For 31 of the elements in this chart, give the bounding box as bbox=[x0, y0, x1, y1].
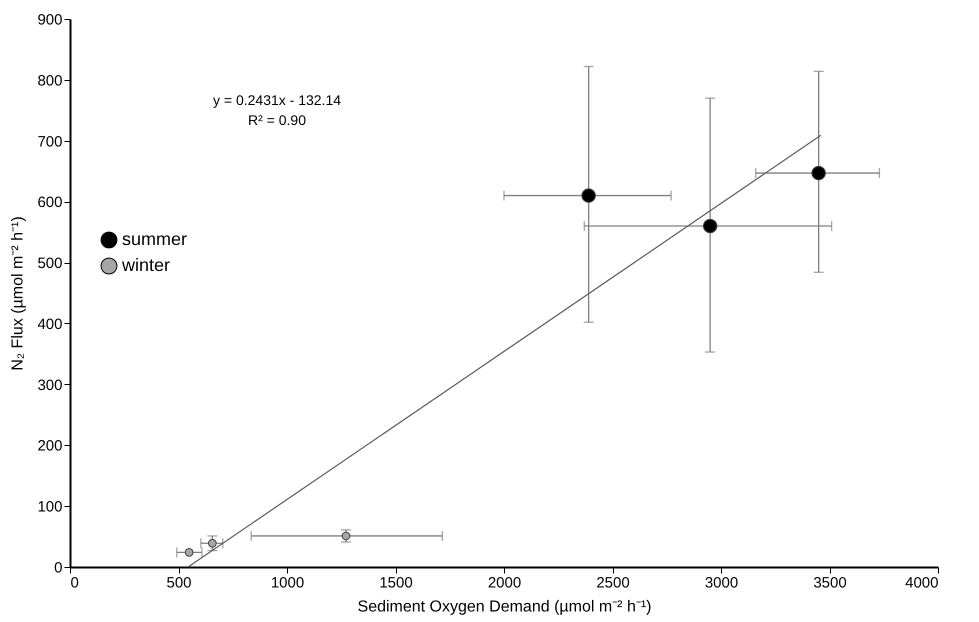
point bbox=[184, 548, 194, 557]
annotation: R² = 0.90 bbox=[248, 112, 306, 128]
x-tick-label: 2500 bbox=[596, 574, 630, 592]
y-axis-title: N₂ Flux (µmol m⁻² h⁻¹) bbox=[9, 216, 26, 371]
x-tick-label: 3500 bbox=[813, 574, 847, 592]
y-tick-label: 700 bbox=[37, 133, 62, 150]
point bbox=[208, 538, 217, 548]
legend-label: summer bbox=[122, 229, 188, 249]
x-axis-title: Sediment Oxygen Demand (µmol m⁻² h⁻¹) bbox=[358, 598, 652, 616]
y-tick-label: 400 bbox=[37, 316, 62, 333]
y-tick-label: 200 bbox=[37, 438, 62, 455]
x-tick-label: 2000 bbox=[488, 574, 522, 592]
x-tick-label: 0 bbox=[70, 574, 79, 592]
legend-label: winter bbox=[121, 255, 170, 275]
y-tick-label: 100 bbox=[37, 498, 62, 516]
point bbox=[702, 218, 718, 234]
x-tick-label: 4000 bbox=[905, 574, 938, 592]
x-tick-label: 1000 bbox=[270, 574, 304, 592]
y-tick-label: 900 bbox=[37, 12, 62, 28]
y-tick-label: 600 bbox=[37, 194, 62, 212]
x-tick-label: 500 bbox=[166, 574, 192, 592]
x-tick-label: 1500 bbox=[379, 574, 413, 592]
point bbox=[811, 166, 826, 180]
annotation: y = 0.2431x - 132.14 bbox=[212, 92, 342, 108]
y-tick-label: 0 bbox=[54, 560, 62, 576]
y-tick-label: 500 bbox=[37, 255, 62, 272]
y-tick-label: 300 bbox=[37, 376, 62, 394]
x-tick-label: 3000 bbox=[704, 574, 738, 592]
point bbox=[342, 532, 350, 540]
y-tick-label: 800 bbox=[37, 72, 62, 90]
point bbox=[581, 188, 596, 203]
